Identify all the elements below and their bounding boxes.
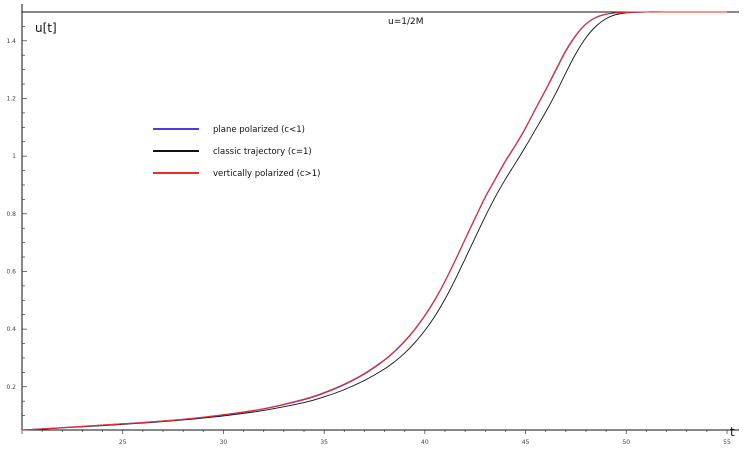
legend-entry-label: classic trajectory (c=1) [213,147,312,157]
x-tick-label: 55 [723,439,731,446]
x-tick-label: 45 [522,439,530,446]
series-line-2 [21,11,727,431]
axes [21,4,739,431]
legend: plane polarized (c<1) classic trajectory … [153,125,320,179]
y-tick-label: 0.4 [6,326,16,333]
legend-entry-label: plane polarized (c<1) [213,125,305,135]
x-tick-label: 35 [320,439,328,446]
series-lines [21,11,727,431]
y-tick-label: 1 [12,153,16,160]
x-tick-label: 25 [119,439,127,446]
x-axis-label: t [730,425,735,439]
y-tick-label: 1.2 [6,95,16,102]
ticks: 25 30 35 40 45 50 55 0.2 0.4 0.6 0.8 1 1.2 1.4 [6,26,731,446]
x-tick-label: 50 [622,439,630,446]
x-tick-label: 40 [421,439,429,446]
y-tick-label: 0.6 [6,268,16,275]
y-tick-label: 1.4 [6,38,16,45]
x-tick-label: 30 [220,439,228,446]
y-axis-label: u[t] [35,21,57,35]
y-tick-label: 0.8 [6,211,16,218]
series-line-3 [21,11,727,431]
legend-entry-label: vertically polarized (c>1) [213,169,320,179]
reference-line-label: u=1/2M [388,17,424,27]
y-tick-label: 0.2 [6,384,16,391]
